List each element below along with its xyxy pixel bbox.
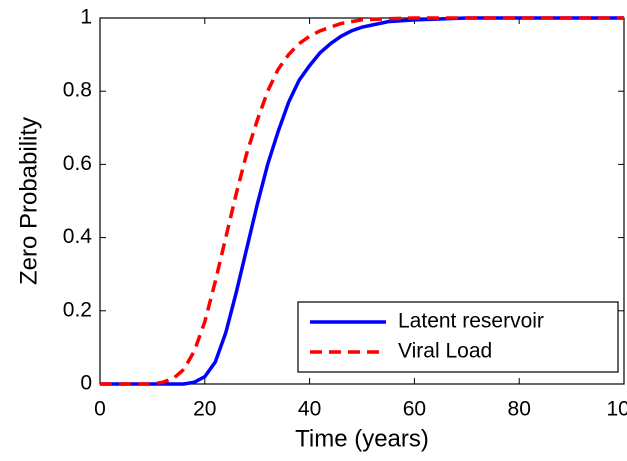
- x-tick-label: 80: [508, 398, 531, 421]
- x-tick-label: 0: [94, 398, 106, 421]
- x-tick-label: 20: [193, 398, 216, 421]
- x-axis-label: Time (years): [295, 425, 429, 452]
- legend-box: [297, 301, 619, 373]
- y-tick-label: 1: [80, 6, 92, 29]
- plot-frame: [99, 17, 625, 385]
- x-tick-label: 40: [298, 398, 321, 421]
- y-tick-label: 0.6: [63, 152, 92, 175]
- legend-label: Latent reservoir: [398, 310, 544, 333]
- series-line: [100, 16, 624, 386]
- y-axis-label: Zero Probability: [15, 117, 42, 285]
- y-tick-label: 0: [80, 372, 92, 395]
- legend-label: Viral Load: [398, 340, 492, 363]
- x-tick-label: 60: [403, 398, 426, 421]
- x-tick-label: 100: [606, 398, 627, 421]
- y-tick-label: 0.2: [63, 298, 92, 321]
- y-tick-label: 0.8: [63, 79, 92, 102]
- y-tick-label: 0.4: [63, 225, 93, 248]
- series-line: [100, 16, 624, 386]
